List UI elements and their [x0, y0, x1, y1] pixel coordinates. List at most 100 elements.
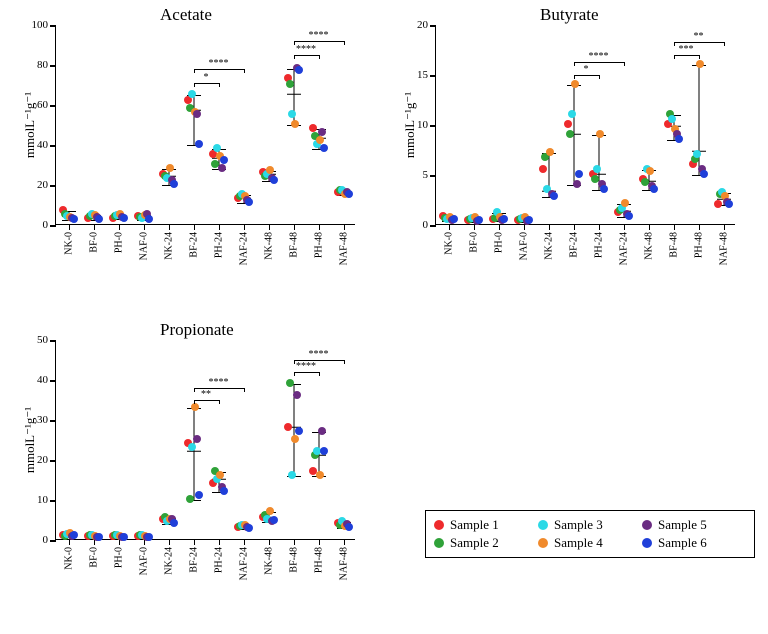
propionate-ylabel: mmolL⁻¹g⁻¹	[22, 407, 38, 473]
data-point	[291, 120, 299, 128]
median-line	[287, 93, 301, 95]
xtick-label: NK-24	[163, 547, 174, 575]
ytick-label: 5	[423, 169, 429, 181]
xtick	[244, 539, 246, 545]
xtick	[269, 224, 271, 230]
data-point	[696, 60, 704, 68]
significance-drop	[294, 41, 295, 45]
ytick	[430, 175, 436, 177]
data-point	[500, 215, 508, 223]
ytick-label: 20	[417, 19, 428, 31]
xtick	[94, 224, 96, 230]
legend-swatch	[538, 538, 548, 548]
significance-label: ****	[209, 58, 229, 69]
ytick-label: 40	[37, 374, 48, 386]
ytick	[50, 225, 56, 227]
data-point	[593, 165, 601, 173]
ytick	[50, 185, 56, 187]
data-point	[220, 156, 228, 164]
data-point	[320, 144, 328, 152]
error-line	[193, 408, 194, 500]
ytick-label: 50	[37, 334, 48, 346]
ytick	[50, 540, 56, 542]
significance-bracket	[674, 42, 724, 43]
xtick-label: PH-48	[693, 232, 704, 258]
xtick	[549, 224, 551, 230]
ytick-label: 20	[37, 179, 48, 191]
xtick	[169, 224, 171, 230]
significance-drop	[574, 62, 575, 66]
xtick-label: NAF-24	[238, 232, 249, 265]
data-point	[646, 167, 654, 175]
ytick-label: 15	[417, 69, 428, 81]
xtick	[599, 224, 601, 230]
data-point	[170, 519, 178, 527]
significance-label: **	[201, 389, 211, 400]
xtick-label: PH-24	[213, 232, 224, 258]
xtick-label: BF-48	[668, 232, 679, 258]
xtick	[144, 224, 146, 230]
significance-label: ***	[679, 44, 694, 55]
xtick-label: BF-24	[568, 232, 579, 258]
data-point	[170, 180, 178, 188]
xtick-label: NK-24	[163, 232, 174, 260]
xtick-label: PH-24	[213, 547, 224, 573]
data-point	[245, 524, 253, 532]
xtick-label: PH-0	[493, 232, 504, 253]
xtick	[724, 224, 726, 230]
xtick-label: NK-48	[263, 232, 274, 260]
data-point	[270, 516, 278, 524]
legend-swatch	[642, 520, 652, 530]
significance-drop	[319, 372, 320, 376]
significance-drop	[244, 69, 245, 73]
data-point	[266, 166, 274, 174]
legend-swatch	[434, 520, 444, 530]
xtick-label: BF-24	[188, 547, 199, 573]
ytick-label: 0	[43, 219, 49, 231]
ytick	[430, 25, 436, 27]
ytick-label: 30	[37, 414, 48, 426]
ytick-label: 10	[37, 494, 48, 506]
legend-label: Sample 6	[658, 535, 707, 551]
significance-drop	[194, 69, 195, 73]
xtick	[344, 224, 346, 230]
significance-drop	[699, 55, 700, 59]
data-point	[95, 533, 103, 541]
data-point	[714, 200, 722, 208]
legend-label: Sample 3	[554, 517, 603, 533]
xtick	[294, 539, 296, 545]
xtick-label: NAF-48	[718, 232, 729, 265]
data-point	[318, 427, 326, 435]
significance-drop	[194, 83, 195, 87]
ytick-label: 0	[423, 219, 429, 231]
significance-label: *	[584, 64, 589, 75]
xtick	[219, 224, 221, 230]
data-point	[571, 80, 579, 88]
data-point	[191, 403, 199, 411]
significance-bracket	[194, 69, 244, 70]
data-point	[625, 212, 633, 220]
significance-label: ****	[209, 377, 229, 388]
xtick-label: PH-48	[313, 232, 324, 258]
xtick	[294, 224, 296, 230]
ytick-label: 60	[37, 99, 48, 111]
significance-drop	[344, 360, 345, 364]
data-point	[70, 215, 78, 223]
data-point	[345, 190, 353, 198]
legend-swatch	[538, 520, 548, 530]
legend: Sample 1Sample 2Sample 3Sample 4Sample 5…	[425, 510, 755, 558]
xtick	[474, 224, 476, 230]
data-point	[650, 185, 658, 193]
xtick-label: BF-0	[88, 232, 99, 253]
data-point	[345, 523, 353, 531]
legend-item: Sample 3	[538, 517, 630, 533]
xtick	[194, 539, 196, 545]
xtick-label: BF-24	[188, 232, 199, 258]
ytick	[50, 105, 56, 107]
significance-drop	[724, 42, 725, 46]
legend-label: Sample 1	[450, 517, 499, 533]
data-point	[596, 130, 604, 138]
legend-swatch	[434, 538, 444, 548]
data-point	[270, 176, 278, 184]
ytick	[50, 380, 56, 382]
